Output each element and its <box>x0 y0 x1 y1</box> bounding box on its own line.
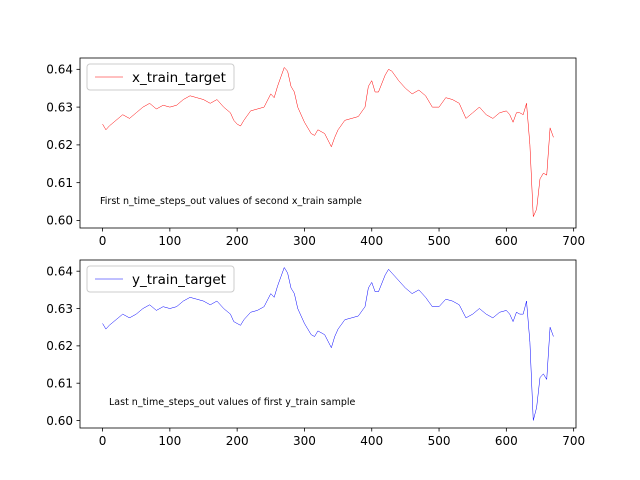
bottom-x-tick-label: 300 <box>293 434 316 448</box>
top-x-tick-label: 100 <box>158 234 181 248</box>
top-series-line-x-train-target <box>102 67 554 217</box>
top-x-tick-label: 700 <box>562 234 585 248</box>
bottom-x-tick-label: 600 <box>495 434 518 448</box>
bottom-x-tick-label: 400 <box>360 434 383 448</box>
top-y-tick-label: 0.63 <box>46 100 73 114</box>
bottom-y-tick-label: 0.62 <box>46 339 73 353</box>
top-legend: x_train_target <box>86 63 235 91</box>
bottom-x-tick-label: 0 <box>99 434 107 448</box>
top-y-tick-label: 0.60 <box>46 214 73 228</box>
bottom-chart: 0 100 200 300 400 500 600 700 0.60 0.61 0.62 0.63 0.… <box>46 259 585 448</box>
top-x-tick-label: 500 <box>428 234 451 248</box>
top-x-tick-label: 600 <box>495 234 518 248</box>
bottom-series-line-y-train-target <box>102 267 554 421</box>
top-x-tick-label: 300 <box>293 234 316 248</box>
bottom-legend: y_train_target <box>86 265 235 293</box>
top-axes-frame <box>79 57 577 229</box>
bottom-y-tick-label: 0.60 <box>46 414 73 428</box>
top-x-tick-label: 200 <box>226 234 249 248</box>
top-annotation: First n_time_steps_out values of second … <box>100 196 362 207</box>
top-y-tick-label: 0.64 <box>46 63 73 77</box>
bottom-x-tick-label: 200 <box>226 434 249 448</box>
bottom-x-tick-label: 500 <box>428 434 451 448</box>
top-chart: 0 100 200 300 400 500 600 700 0.60 0.61 0.62 0.63 0.… <box>46 57 585 248</box>
bottom-y-tick-label: 0.64 <box>46 265 73 279</box>
bottom-legend-box <box>86 265 235 293</box>
top-x-tick-label: 400 <box>360 234 383 248</box>
top-legend-box <box>86 63 235 91</box>
bottom-legend-label: y_train_target <box>132 272 226 288</box>
bottom-axes-frame <box>79 259 577 429</box>
bottom-y-tick-label: 0.63 <box>46 302 73 316</box>
top-legend-label: x_train_target <box>132 70 226 86</box>
bottom-annotation: Last n_time_steps_out values of first y_… <box>109 397 355 408</box>
bottom-y-tick-label: 0.61 <box>46 377 73 391</box>
bottom-x-tick-label: 100 <box>158 434 181 448</box>
top-x-tick-label: 0 <box>99 234 107 248</box>
top-y-tick-label: 0.62 <box>46 138 73 152</box>
top-y-tick-label: 0.61 <box>46 176 73 190</box>
bottom-x-tick-label: 700 <box>562 434 585 448</box>
